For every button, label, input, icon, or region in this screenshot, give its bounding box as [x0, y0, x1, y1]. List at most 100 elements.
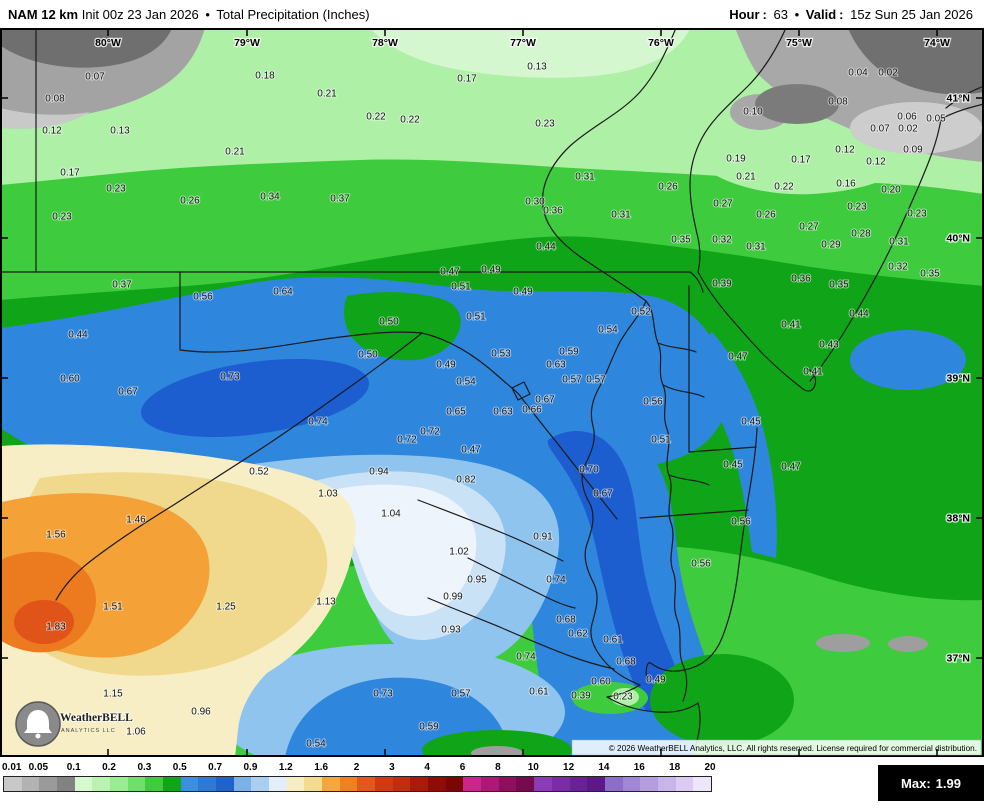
river-potomac-upper [179, 331, 522, 398]
precip-value-label: 1.02 [449, 547, 469, 558]
region-lightgreen-nj [702, 142, 898, 195]
precip-value-label: 0.07 [870, 124, 890, 135]
bullet-separator: • [794, 6, 800, 22]
precip-value-label: 0.74 [308, 417, 328, 428]
colorbar [3, 776, 712, 792]
river-james [427, 597, 615, 670]
precip-value-label: 0.18 [255, 71, 275, 82]
latitude-label: 41°N [947, 93, 970, 105]
colorbar-tick-label: 16 [633, 762, 645, 773]
colorbar-segment [339, 777, 358, 791]
colorbar-tick-label: 0.3 [137, 762, 152, 773]
precip-value-label: 0.60 [591, 677, 611, 688]
colorbar-tick-label: 0.7 [208, 762, 223, 773]
precip-value-label: 0.23 [613, 692, 633, 703]
border-dc [511, 381, 531, 401]
precip-value-label: 0.12 [835, 145, 855, 156]
colorbar-tick-label: 0.9 [243, 762, 258, 773]
latitude-label: 40°N [947, 233, 970, 245]
precip-value-label: 0.10 [743, 107, 763, 118]
max-value: 1.99 [935, 775, 961, 791]
colorbar-tick-label: 0.5 [172, 762, 187, 773]
precip-value-label: 0.67 [593, 489, 613, 500]
precip-value-label: 0.41 [781, 320, 801, 331]
precip-value-label: 0.23 [106, 184, 126, 195]
precip-value-label: 0.27 [799, 222, 819, 233]
precip-value-label: 0.47 [461, 445, 481, 456]
precip-value-label: 0.17 [457, 74, 477, 85]
precip-value-label: 1.83 [46, 622, 66, 633]
precip-value-label: 0.19 [726, 154, 746, 165]
precip-value-label: 0.29 [821, 240, 841, 251]
latitude-label: 38°N [947, 513, 970, 525]
precip-value-label: 0.59 [419, 722, 439, 733]
precip-value-label: 0.47 [781, 462, 801, 473]
precip-value-label: 0.16 [836, 179, 856, 190]
precip-value-label: 0.39 [712, 279, 732, 290]
precip-value-label: 0.23 [907, 209, 927, 220]
precip-value-label: 0.54 [306, 739, 326, 750]
precip-value-label: 0.73 [220, 372, 240, 383]
precip-value-label: 0.13 [527, 62, 547, 73]
precip-value-label: 0.43 [819, 340, 839, 351]
precip-value-label: 0.54 [598, 325, 618, 336]
longitude-label: 76°W [648, 37, 674, 49]
precip-value-label: 0.26 [658, 182, 678, 193]
map-frame [0, 28, 984, 757]
precip-value-label: 0.82 [456, 475, 476, 486]
precip-value-label: 0.20 [881, 185, 901, 196]
hour-value: 63 [773, 6, 788, 22]
colorbar-segment [39, 777, 58, 791]
colorbar-segment [127, 777, 146, 791]
colorbar-segment [463, 777, 482, 791]
precip-value-label: 0.30 [525, 197, 545, 208]
colorbar-segment [233, 777, 252, 791]
colorbar-tick-label: 0.2 [102, 762, 116, 773]
latitude-label: 37°N [947, 653, 970, 665]
colorbar-tick-label: 4 [424, 762, 430, 773]
bell-clapper [35, 733, 41, 739]
precip-value-label: 0.02 [898, 124, 918, 135]
colorbar-segment [392, 777, 411, 791]
colorbar-segment [675, 777, 694, 791]
precip-value-label: 0.57 [451, 689, 471, 700]
colorbar-segment [604, 777, 623, 791]
precip-value-label: 0.93 [441, 625, 461, 636]
coast-bay-east [645, 300, 688, 702]
precip-value-label: 0.49 [481, 265, 501, 276]
region-gray-topleft-light [0, 108, 90, 129]
precip-value-label: 0.64 [273, 287, 293, 298]
precip-value-label: 0.36 [543, 206, 563, 217]
longitude-label: 78°W [372, 37, 398, 49]
precip-value-label: 1.46 [126, 515, 146, 526]
precip-value-label: 0.39 [571, 691, 591, 702]
precip-value-label: 0.67 [118, 387, 138, 398]
longitude-label: 74°W [924, 37, 950, 49]
precip-value-label: 0.08 [45, 94, 65, 105]
colorbar-segment [569, 777, 588, 791]
precip-value-label: 0.47 [440, 267, 460, 278]
product-title: NAM 12 km Init 00z 23 Jan 2026 • Total P… [8, 7, 373, 22]
colorbar-segment [445, 777, 464, 791]
colorbar-segment [57, 777, 75, 791]
colorbar-tick-label: 0.01 [2, 762, 22, 773]
region-gray-topright-dark [848, 28, 984, 95]
colorbar-segment [304, 777, 323, 791]
precip-value-label: 0.23 [535, 119, 555, 130]
precip-value-label: 0.91 [533, 532, 553, 543]
precip-value-label: 0.45 [741, 417, 761, 428]
colorbar-segment [216, 777, 234, 791]
precip-value-label: 0.50 [358, 350, 378, 361]
precip-value-label: 0.99 [443, 592, 463, 603]
precip-value-label: 0.13 [110, 126, 130, 137]
latitude-label: 39°N [947, 373, 970, 385]
precip-value-label: 0.51 [466, 312, 486, 323]
precip-value-label: 0.57 [562, 375, 582, 386]
precip-value-label: 0.94 [369, 467, 389, 478]
valid-label: Valid: [805, 6, 844, 22]
river-rappahannock [417, 499, 564, 562]
colorbar-segment [110, 777, 128, 791]
map-area: WeatherBELL ANALYTICS LLC © 2026 Weather… [0, 27, 984, 780]
colorbar-tick-label: 10 [527, 762, 539, 773]
